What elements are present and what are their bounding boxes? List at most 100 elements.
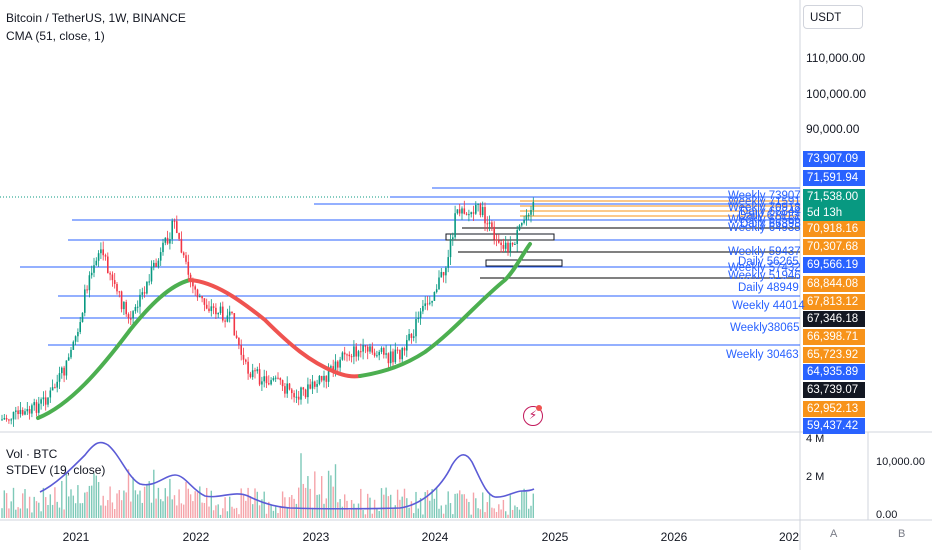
time-axis-label: 202 [778,530,800,544]
volume-bar [166,496,169,518]
candle-body [42,397,45,400]
candle-body [61,367,63,374]
candle-body [304,389,307,398]
volume-bar [263,491,265,518]
candle-body [454,213,456,238]
volume-bar [65,473,68,518]
candle-body [518,225,521,231]
volume-bar [38,502,40,518]
volume-bar [456,493,459,518]
volume-bar [337,502,339,518]
candle-body [337,361,339,368]
candle-body [84,289,86,313]
candle-body [63,367,65,376]
volume-bar [5,493,8,518]
symbol-title[interactable]: Bitcoin / TetherUS, 1W, BINANCE [6,11,186,25]
candle-body [343,352,346,355]
volume-bar [523,488,525,518]
volume-bar [385,487,387,518]
candle-body [162,242,164,253]
volume-bar [256,491,258,518]
price-tag: 64,935.89 [803,364,865,380]
volume-bar [157,487,160,518]
volume-bar [447,491,449,518]
candle-body [111,274,114,281]
level-lines [20,187,800,346]
candle-body [228,311,231,316]
volume-bar [54,487,56,518]
candle-body [468,214,470,216]
volume-bar [74,503,77,518]
candle-body [238,337,240,346]
candle-body [316,383,318,387]
level-label: Daily 66398 [740,218,801,230]
volume-bar [295,503,298,518]
candle-body [523,220,525,223]
candle-body [530,210,532,215]
volume-bar [33,496,35,518]
lightning-bolt-icon[interactable]: ⚡ [523,406,543,426]
volume-bar [477,508,479,518]
volume-bar [155,498,157,518]
candle-body [21,409,24,415]
price-tag: 66,398.71 [803,329,865,345]
volume-bar [84,492,86,518]
notification-dot [536,405,542,411]
volume-bar [143,486,146,518]
volume-bar [505,511,507,518]
stdev-indicator-label[interactable]: STDEV (19, close) [6,463,106,477]
volume-bar [153,469,155,518]
level-label: Weekly 71591 [728,196,801,208]
volume-bar [341,506,344,518]
candle-body [247,361,249,374]
volume-bar [465,498,468,518]
level-label: Weekly 57432 [728,262,801,274]
candle-body [196,289,199,298]
level-label: Daily 67813 [738,210,799,222]
candle-body [120,291,123,310]
volume-indicator-label[interactable]: Vol · BTC [6,447,58,461]
volume-bar [302,483,304,518]
price-tag: 63,739.07 [803,382,865,398]
volume-bar [187,488,189,518]
volume-bar [495,511,498,518]
volume-bar [26,508,28,518]
volume-bar [277,513,279,518]
volume-bar [196,492,199,518]
candle-body [100,249,102,254]
candle-body [268,383,270,385]
volume-bar [118,490,120,518]
candle-body [320,375,323,381]
candle-body [176,221,178,234]
candle-body [226,315,229,322]
volume-bar [424,492,426,518]
candle-body [242,354,245,360]
candle-body [235,335,238,338]
scale-b-button[interactable]: B [898,528,906,540]
cma-indicator-label[interactable]: CMA (51, close, 1) [6,29,105,43]
candle-body [525,215,528,221]
candle-body [357,351,360,357]
candle-body [194,286,196,290]
auto-scale-button[interactable]: A [830,528,838,540]
candle-body [249,373,252,378]
volume-bar [261,499,263,518]
candle-body [245,359,247,362]
candle-body [286,383,288,394]
candle-body [429,302,431,304]
candle-body [477,203,479,205]
candle-body [369,346,371,352]
candle-body [355,346,357,357]
candle-body [26,409,29,412]
candle-body [95,260,98,266]
volume-bar [183,504,185,518]
volume-bar [61,480,63,518]
volume-bar [307,476,309,518]
candle-body [130,318,132,320]
currency-button[interactable]: USDT [803,5,863,29]
price-axis-label: 100,000.00 [806,87,867,101]
volume-bar [189,494,192,518]
volume-bar [268,501,270,518]
volume-bar [417,508,419,518]
